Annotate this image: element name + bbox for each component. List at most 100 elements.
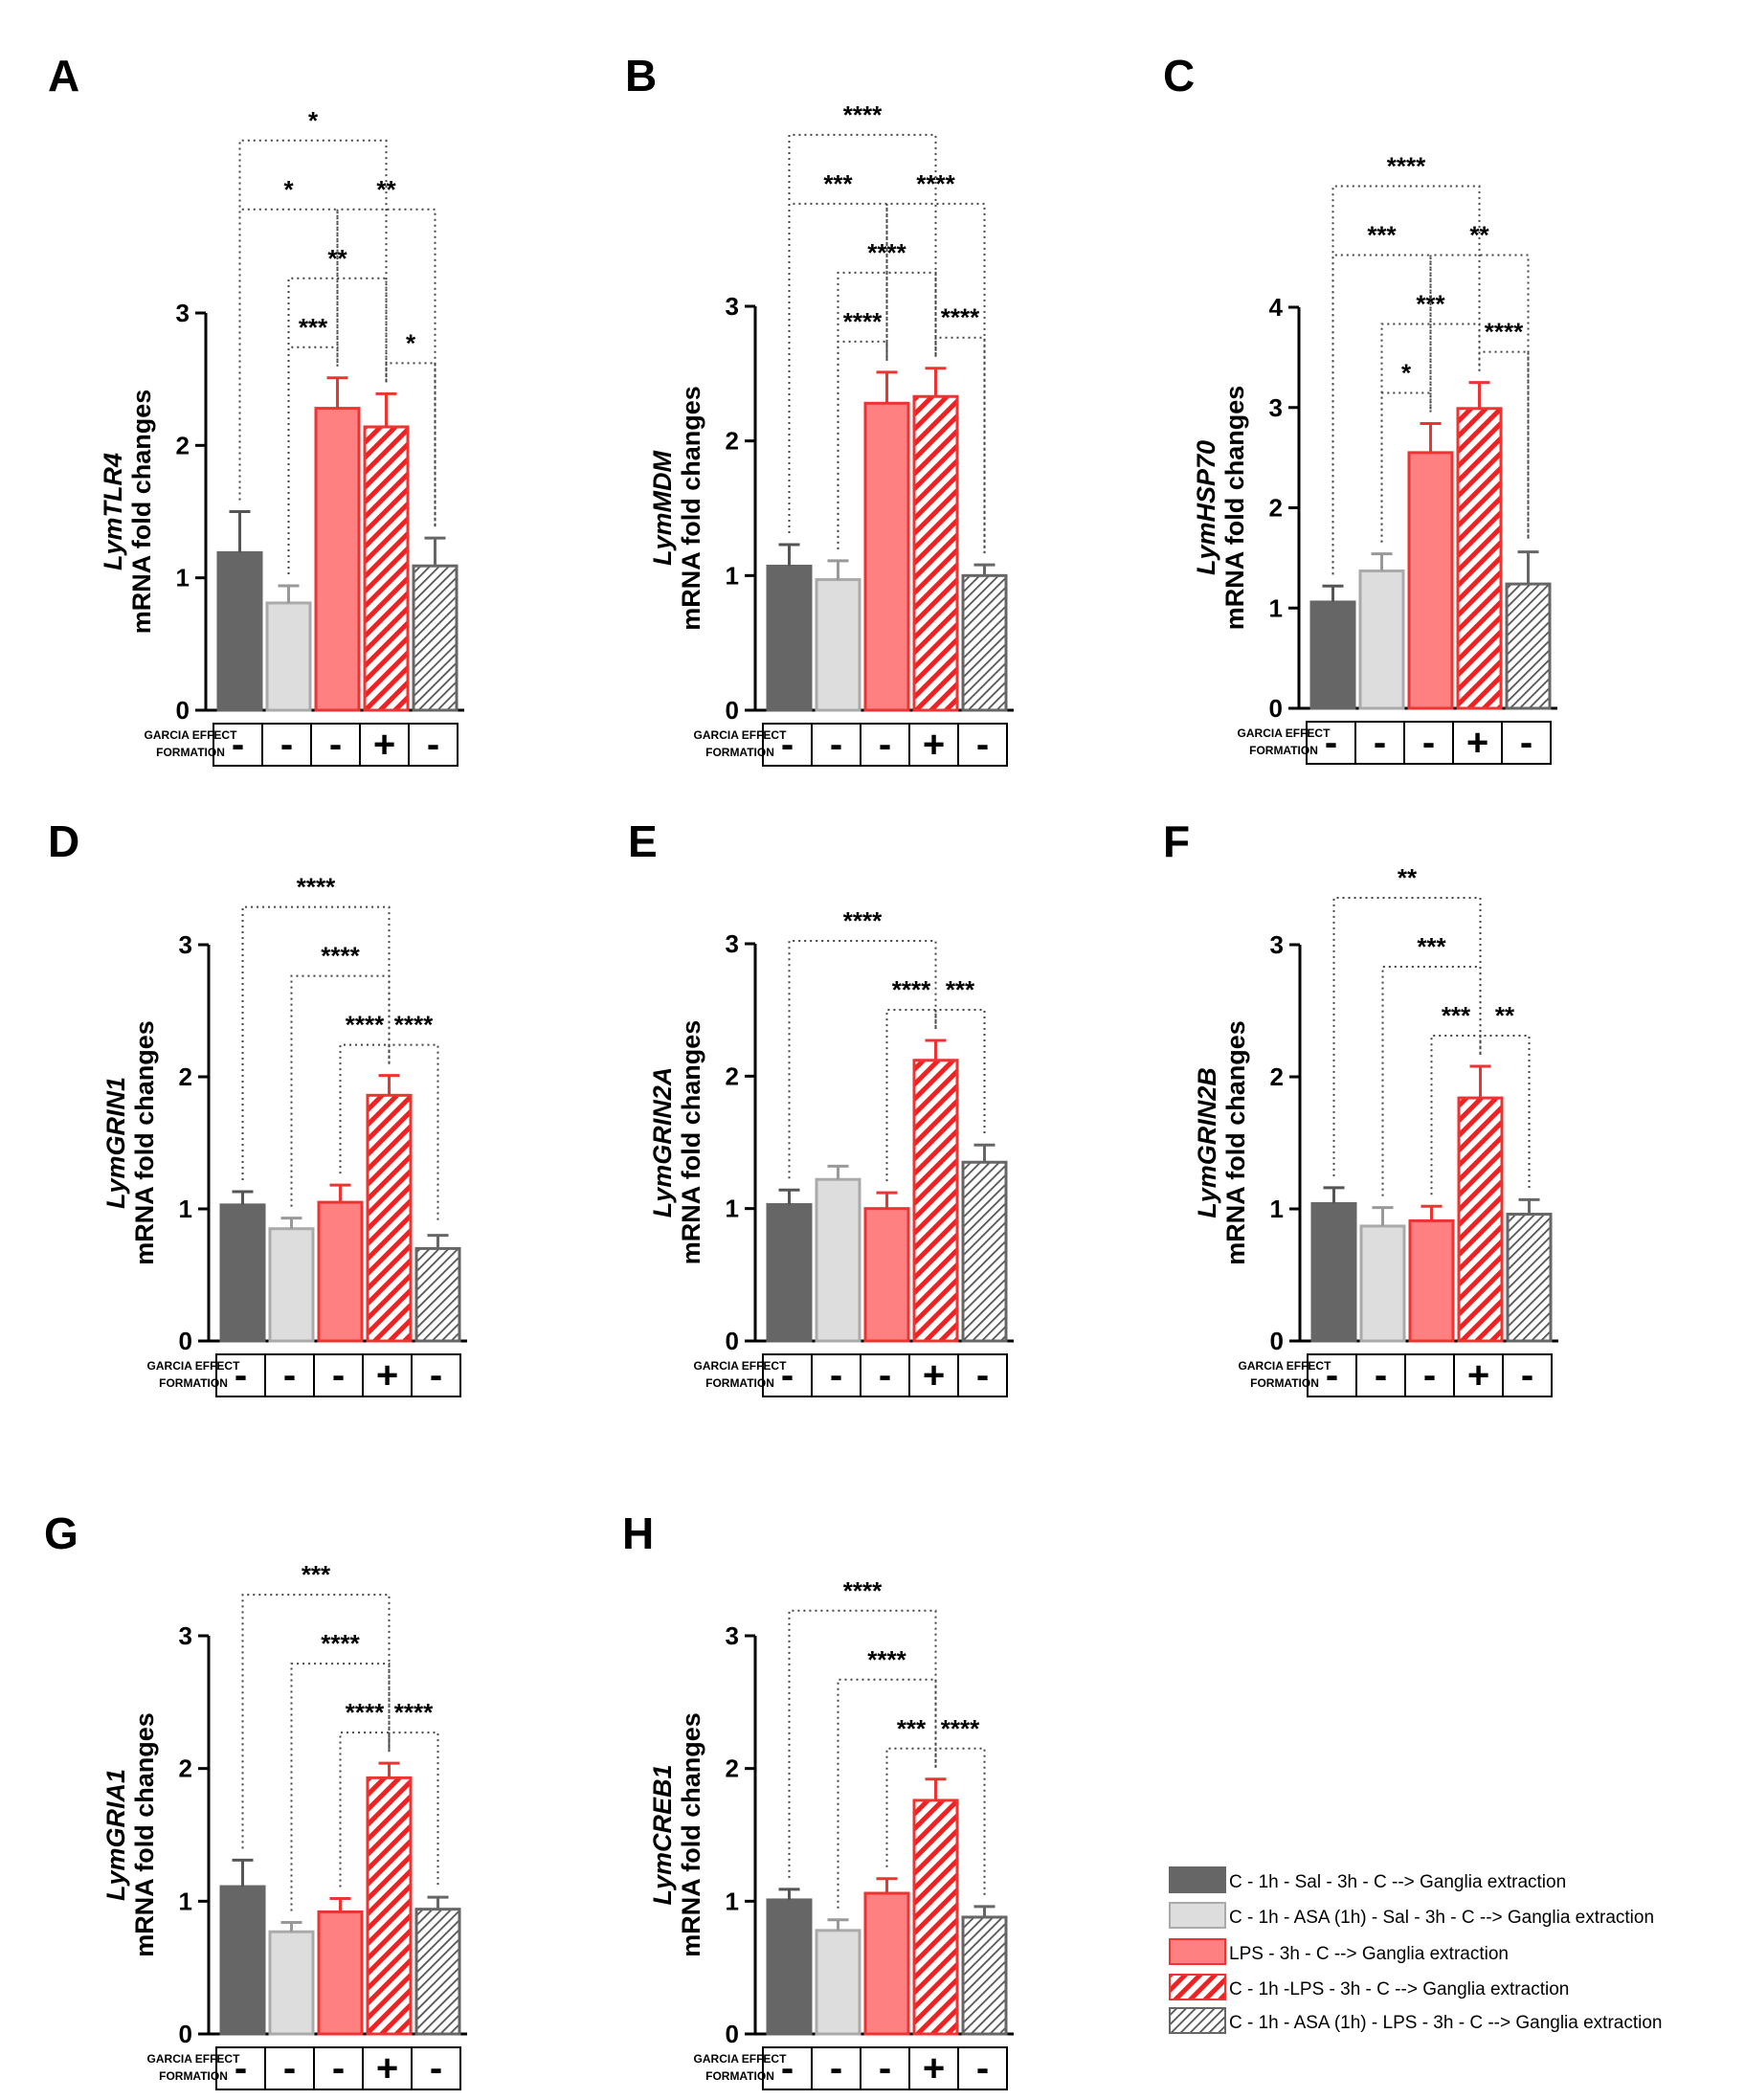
significance-stars: *** [897,1714,927,1743]
bar-1 [1309,600,1356,710]
garcia-cell [362,2046,413,2090]
panel-letter: C [1163,51,1195,101]
y-axis-label: mRNA fold changes [677,386,705,631]
legend-label: C - 1h - ASA (1h) - Sal - 3h - C --> Gan… [1229,1908,1654,1928]
panel-letter: F [1163,816,1190,866]
bar-1 [766,1898,813,2036]
legend-swatch-hatch-red [1169,1974,1226,2000]
garcia-sign: - [830,1354,842,1396]
bar-3 [317,1910,364,2036]
garcia-sign: + [1467,1354,1489,1396]
y-axis-label: mRNA fold changes [127,390,156,635]
significance-stars: *** [823,169,853,198]
y-axis-gene-label: LymGRIN1 [101,1077,130,1209]
garcia-cell [1501,721,1552,765]
garcia-cell [1403,721,1454,765]
y-axis-gene-label: LymGRIN2B [1193,1067,1221,1218]
garcia-sign: - [976,2047,989,2089]
y-tick-label: 2 [179,1062,192,1091]
bar-1 [219,1203,266,1343]
bar-5 [1505,582,1552,710]
y-axis-label: mRNA fold changes [677,1020,705,1265]
legend: C - 1h - Sal - 3h - C --> Ganglia extrac… [1169,1866,1662,2034]
significance-stars: *** [1417,932,1446,961]
garcia-sign: + [376,2047,398,2089]
garcia-sign: - [879,1354,891,1396]
significance-stars: *** [1367,221,1397,250]
significance-stars: **** [394,1011,434,1039]
significance-stars: * [406,328,416,357]
garcia-sign: - [283,1354,296,1396]
y-tick-label: 0 [726,1327,739,1355]
significance-bracket [788,133,937,533]
y-tick-label: 2 [1269,494,1283,523]
garcia-cell [811,1353,861,1397]
garcia-cell [908,723,959,767]
legend-label: C - 1h - ASA (1h) - LPS - 3h - C --> Gan… [1229,2013,1662,2033]
garcia-cell [1355,1353,1406,1397]
significance-stars: ** [1469,221,1489,250]
bar-3 [1407,451,1454,710]
garcia-sign: + [1466,722,1488,764]
bar-3 [1408,1218,1455,1343]
garcia-cell [310,723,361,767]
garcia-label-line1: GARCIA EFFECT [1238,726,1331,740]
garcia-label-line1: GARCIA EFFECT [145,728,238,742]
garcia-sign: + [923,2047,945,2089]
garcia-cell [1502,1353,1553,1397]
bar-2 [815,1177,861,1343]
bar-4 [912,1059,959,1343]
garcia-sign: - [235,1354,247,1396]
garcia-sign: - [332,1354,345,1396]
significance-stars: **** [843,906,883,935]
garcia-cell [411,2046,461,2090]
garcia-label-line1: GARCIA EFFECT [694,728,788,742]
garcia-sign: - [329,724,342,766]
significance-stars: **** [867,1645,906,1674]
bar-5 [412,564,459,712]
garcia-cell [215,2046,266,2090]
significance-stars: **** [1485,318,1524,346]
significance-bracket [1331,254,1432,575]
garcia-sign: - [430,2047,442,2089]
bar-3 [317,1200,364,1343]
bar-2 [1359,1224,1406,1343]
bar-1 [766,564,813,712]
garcia-sign: - [976,1354,989,1396]
legend-label: C - 1h -LPS - 3h - C --> Ganglia extract… [1229,1979,1569,1999]
garcia-sign: + [923,724,945,766]
garcia-label-line2: FORMATION [159,2069,228,2083]
y-axis-gene-label: LymTLR4 [99,453,127,570]
garcia-sign: + [376,1354,398,1396]
y-axis-label: mRNA fold changes [130,1020,159,1265]
garcia-cell [261,723,312,767]
y-tick-label: 2 [726,1061,739,1090]
garcia-cell [762,2046,813,2090]
y-tick-label: 2 [1270,1062,1284,1091]
significance-stars: *** [302,1560,331,1589]
garcia-sign: + [923,1354,945,1396]
garcia-label-line2: FORMATION [156,746,225,759]
legend-label: C - 1h - Sal - 3h - C --> Ganglia extrac… [1229,1872,1566,1892]
legend-swatch-red [1169,1938,1226,1965]
garcia-sign: - [232,724,244,766]
significance-stars: **** [843,307,883,336]
bar-3 [314,407,361,712]
bar-4 [363,425,410,712]
bar-4 [912,394,959,712]
y-tick-label: 3 [179,1621,192,1650]
bar-4 [1457,1096,1504,1343]
significance-bracket [1331,185,1481,575]
significance-bracket [1479,1034,1531,1189]
significance-stars: ** [1398,863,1418,892]
significance-stars: **** [346,1011,385,1039]
garcia-cell [860,723,910,767]
garcia-sign: - [427,724,439,766]
garcia-cell [811,723,861,767]
significance-bracket [287,277,388,574]
significance-bracket [339,1731,391,1888]
